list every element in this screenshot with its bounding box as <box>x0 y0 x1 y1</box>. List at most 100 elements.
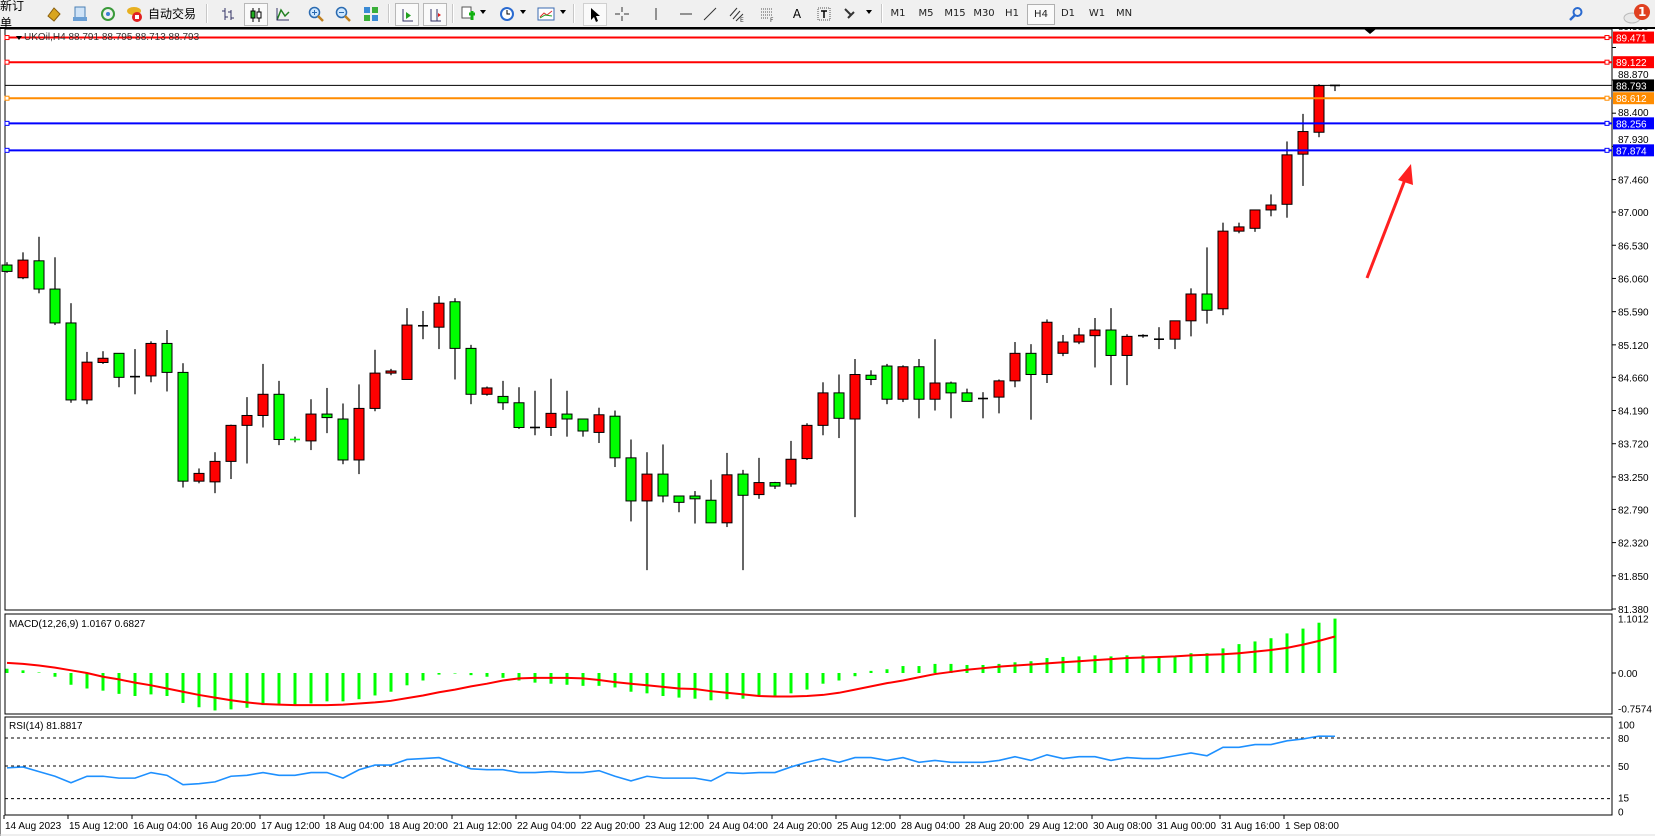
vertical-line-icon[interactable] <box>646 3 666 24</box>
line-handle[interactable] <box>1604 59 1610 65</box>
chart-menu-triangle-icon[interactable] <box>16 36 22 40</box>
zoom-out-icon[interactable] <box>333 3 353 24</box>
auto-trading-button[interactable]: 自动交易 <box>147 3 197 24</box>
candle-body <box>961 392 973 402</box>
zoom-in-icon[interactable] <box>306 3 326 24</box>
chart-shift-icon[interactable] <box>423 3 447 26</box>
candle-body <box>1 264 13 272</box>
signals-icon[interactable] <box>98 3 118 24</box>
timeframe-m15-button[interactable]: M15 <box>944 8 966 19</box>
line-handle[interactable] <box>1604 147 1610 153</box>
candle <box>177 363 189 488</box>
candlestick-icon[interactable] <box>244 3 268 26</box>
candle-body <box>337 418 349 461</box>
trendline-icon[interactable] <box>700 3 720 24</box>
templates-icon[interactable] <box>536 3 556 24</box>
candle-body <box>209 460 221 483</box>
timeframe-mn-button[interactable]: MN <box>1115 8 1133 19</box>
candle <box>753 457 765 499</box>
price-axis-label: 87.000 <box>1618 208 1649 219</box>
timeframe-h1-button[interactable]: H1 <box>1005 8 1019 19</box>
candle-body <box>801 424 813 460</box>
candle <box>561 390 573 437</box>
candle-body <box>577 418 589 432</box>
text-icon[interactable]: A <box>787 3 807 24</box>
line-handle[interactable] <box>1604 95 1610 101</box>
fibonacci-icon[interactable]: F <box>757 3 777 24</box>
line-handle[interactable] <box>4 147 10 153</box>
bar-chart-icon[interactable] <box>218 3 238 24</box>
candle-body <box>1009 352 1021 382</box>
indicators-dropdown[interactable] <box>480 10 486 14</box>
chart-shift-marker-icon[interactable] <box>1364 29 1376 34</box>
text-label-icon[interactable] <box>814 3 834 24</box>
candle-body <box>897 366 909 400</box>
candle <box>530 390 540 436</box>
chart-window[interactable]: 89.330 88.870 88.400 87.930 87.460 87.000 86.5… <box>0 29 1655 836</box>
horizontal-line-icon[interactable] <box>676 3 696 24</box>
line-handle[interactable] <box>1604 35 1610 41</box>
time-axis-label: 23 Aug 12:00 <box>645 821 704 832</box>
timeframe-m1-button[interactable]: M1 <box>890 8 906 19</box>
candle-body <box>913 366 925 400</box>
cursor-icon[interactable] <box>583 3 607 26</box>
candle <box>497 380 509 410</box>
main-chart-pane[interactable] <box>4 29 1613 611</box>
price-axis-label: 85.120 <box>1618 341 1649 352</box>
time-axis-label: 1 Sep 08:00 <box>1285 821 1339 832</box>
candle <box>625 439 637 522</box>
line-chart-icon[interactable] <box>273 3 293 24</box>
timeframe-w1-button[interactable]: W1 <box>1088 8 1106 19</box>
candle <box>290 436 300 443</box>
notifications-icon[interactable]: 1 <box>1622 3 1652 24</box>
candle-body <box>305 413 317 442</box>
candle <box>1138 334 1148 338</box>
price-tag: 89.122 <box>1616 58 1647 69</box>
data-window-icon[interactable] <box>70 3 90 24</box>
line-handle[interactable] <box>1604 120 1610 126</box>
equidistant-channel-icon[interactable]: E <box>727 3 747 24</box>
text-tool-label: A <box>792 6 802 21</box>
candle-body <box>769 482 781 487</box>
auto-scroll-icon[interactable] <box>395 3 419 26</box>
periods-dropdown[interactable] <box>520 10 526 14</box>
annotation-arrow[interactable] <box>1365 176 1408 279</box>
candle-body <box>97 357 109 364</box>
arrows-icon[interactable] <box>840 3 860 24</box>
time-axis-label: 31 Aug 16:00 <box>1221 821 1280 832</box>
candle-body <box>1121 335 1133 356</box>
candle-body <box>353 407 365 461</box>
timeframe-h4-button[interactable]: H4 <box>1027 4 1055 25</box>
line-handle[interactable] <box>4 95 10 101</box>
auto-trading-icon[interactable] <box>124 3 144 24</box>
periods-icon[interactable] <box>497 3 517 24</box>
timeframe-m5-button[interactable]: M5 <box>918 8 934 19</box>
line-handle[interactable] <box>4 59 10 65</box>
annotation-arrow-head-icon <box>1398 164 1413 185</box>
templates-dropdown[interactable] <box>560 10 566 14</box>
candle <box>17 252 29 280</box>
strategy-tester-icon[interactable] <box>44 3 64 24</box>
search-icon[interactable] <box>1566 3 1586 24</box>
indicators-icon[interactable] <box>458 3 478 24</box>
arrows-dropdown[interactable] <box>866 10 872 14</box>
new-order-button[interactable]: 新订单 <box>0 0 34 30</box>
candle-body <box>257 393 269 416</box>
candle <box>465 344 477 405</box>
candle <box>978 392 988 419</box>
timeframe-d1-button[interactable]: D1 <box>1060 8 1076 19</box>
candle-body <box>1233 226 1245 232</box>
tile-windows-icon[interactable] <box>361 3 381 24</box>
line-handle[interactable] <box>4 35 10 41</box>
candle-body <box>465 347 477 395</box>
candle-body <box>929 382 941 400</box>
price-axis-label: 84.660 <box>1618 373 1649 384</box>
timeframe-m30-button[interactable]: M30 <box>973 8 995 19</box>
macd-axis-label: 1.1012 <box>1618 615 1649 626</box>
macd-pane[interactable] <box>4 613 1613 715</box>
price-axis-label: 88.870 <box>1618 70 1649 81</box>
line-handle[interactable] <box>4 120 10 126</box>
candle <box>897 365 909 403</box>
crosshair-icon[interactable] <box>612 3 632 24</box>
svg-text:E: E <box>740 17 744 22</box>
